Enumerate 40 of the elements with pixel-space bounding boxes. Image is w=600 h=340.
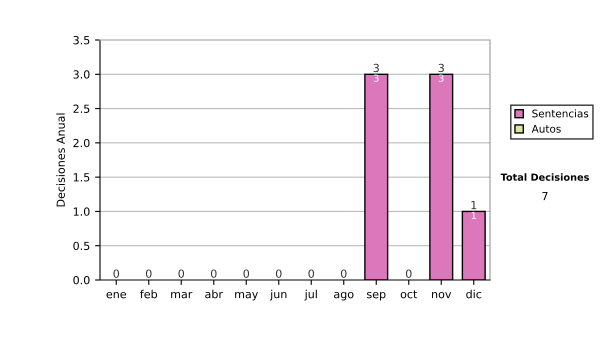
total-label: 0: [308, 269, 314, 278]
x-tick-label: jul: [304, 290, 317, 300]
data-label: 1: [472, 212, 476, 219]
x-tick-label: sep: [367, 292, 386, 300]
text: 2.0: [73, 138, 90, 148]
legend-label: Autos: [532, 124, 561, 133]
total-label: 0: [276, 269, 282, 278]
x-tick-label: dic: [466, 290, 482, 298]
x-tick-label: jun: [270, 290, 286, 300]
text: 0.0: [73, 276, 90, 284]
x-tick-label: nov: [432, 292, 452, 298]
legend-label: Sentencias: [532, 109, 588, 118]
text: 7: [542, 192, 548, 200]
text: 1.0: [74, 207, 90, 216]
text: 0.5: [73, 242, 90, 250]
x-tick-label: may: [235, 292, 258, 300]
total-label: 0: [210, 269, 217, 278]
x-tick-label: abr: [205, 290, 223, 298]
y-axis-title: Decisiones Anual: [56, 114, 65, 206]
text: Total Decisiones: [500, 173, 589, 181]
total-label: 0: [178, 269, 184, 278]
data-label: 3: [438, 74, 444, 82]
total-label: 0: [113, 269, 120, 278]
x-tick-label: ene: [106, 292, 126, 298]
total-label: 3: [438, 64, 444, 72]
total-label: 0: [146, 269, 152, 278]
text: 3.0: [73, 70, 90, 79]
data-label: 3: [374, 74, 379, 82]
x-tick-label: oct: [400, 290, 418, 298]
text: 2.5: [73, 104, 90, 113]
total-label: 0: [340, 269, 347, 278]
x-tick-label: mar: [171, 292, 192, 298]
total-label: 3: [374, 64, 379, 72]
text: 1.5: [74, 173, 90, 182]
total-label: 0: [406, 269, 412, 278]
total-label: 0: [243, 269, 250, 278]
text: 3.5: [73, 36, 90, 44]
x-tick-label: feb: [140, 290, 158, 298]
total-label: 1: [471, 201, 476, 210]
x-tick-label: ago: [334, 292, 354, 300]
